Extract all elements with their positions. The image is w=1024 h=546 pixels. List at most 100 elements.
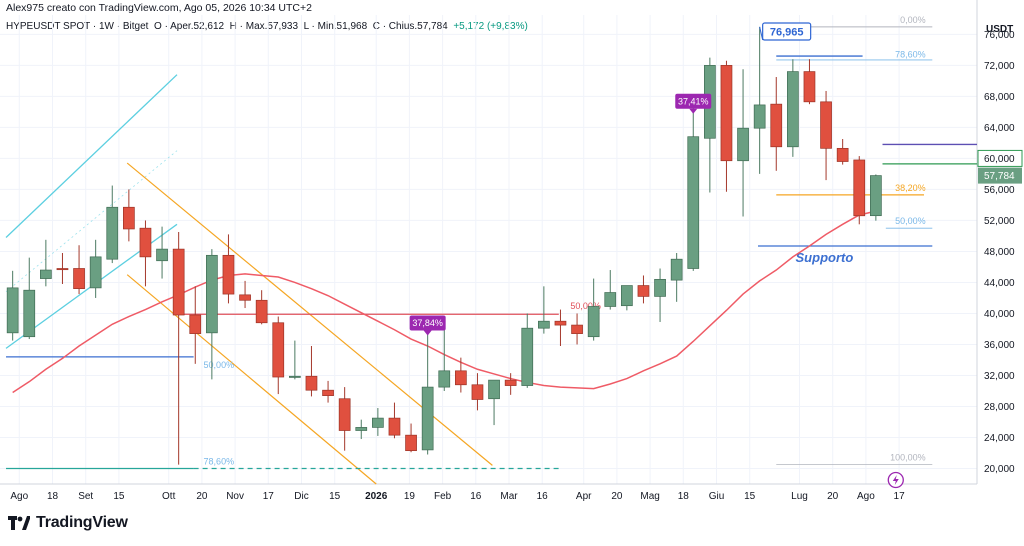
x-tick-label: Apr: [576, 491, 592, 502]
candle-body: [604, 292, 617, 307]
x-tick-label: 16: [537, 491, 549, 502]
candle-body: [322, 389, 334, 396]
low-value: L · Min.51,968: [303, 21, 368, 32]
candle-body: [538, 320, 550, 329]
x-tick-label: 15: [113, 491, 125, 502]
y-tick-label: 44,000: [984, 278, 1015, 289]
y-tick-label: 32,000: [984, 371, 1015, 382]
candle-body: [123, 206, 135, 230]
candle-body: [787, 71, 799, 148]
y-tick-label: 40,000: [984, 309, 1015, 320]
x-tick-label: 20: [196, 491, 208, 502]
candle-body: [820, 101, 832, 149]
candle-body: [222, 254, 235, 295]
candle-body: [571, 324, 583, 334]
candle-body: [687, 136, 700, 269]
candle-body: [289, 375, 301, 378]
last-price-box: [978, 167, 1022, 184]
x-tick-label: 2026: [365, 491, 388, 502]
fib-label-left: 50,00%: [204, 360, 235, 370]
candle-body: [6, 287, 19, 334]
candle-body: [421, 386, 434, 451]
candle-body: [305, 375, 318, 391]
fib-label-right: 100,00%: [890, 453, 926, 463]
x-tick-label: Ago: [10, 491, 28, 502]
candle-body: [836, 147, 849, 162]
x-tick-label: Feb: [434, 491, 452, 502]
candle-body: [521, 327, 534, 386]
chart-credit-header: Alex975 creato con TradingView.com, Ago …: [6, 2, 312, 14]
candle-body: [388, 417, 401, 436]
close-value: C · Chius.57,784: [372, 21, 448, 32]
tradingview-logo-icon: [8, 516, 30, 530]
candle-body: [73, 268, 85, 289]
candle-body: [272, 322, 285, 378]
candle-body: [504, 379, 517, 386]
candle-body: [654, 278, 666, 297]
y-tick-label: 20,000: [984, 464, 1015, 475]
percent-callout-pointer: [689, 108, 698, 114]
percent-callout-text: 37,84%: [412, 318, 443, 328]
candle-body: [338, 398, 351, 431]
y-tick-label: 24,000: [984, 433, 1015, 444]
price-marker-label: 60,000: [984, 154, 1015, 165]
peak-callout-pointer: [759, 26, 764, 41]
candle-body: [870, 175, 882, 217]
y-tick-label: 56,000: [984, 185, 1015, 196]
x-tick-label: Set: [78, 491, 93, 502]
resistance-label: 50,00%: [570, 301, 601, 311]
peak-callout-text: 76,965: [770, 27, 804, 39]
candle-body: [455, 370, 467, 386]
peak-callout-box: [762, 22, 812, 41]
change-value: +5,172 (+9,83%): [453, 21, 528, 32]
brand-name: TradingView: [36, 514, 128, 531]
x-tick-label: 18: [678, 491, 690, 502]
y-tick-label: 76,000: [984, 30, 1015, 41]
y-tick-label: 52,000: [984, 216, 1015, 227]
x-tick-label: 16: [470, 491, 482, 502]
candle-body: [488, 379, 500, 400]
candle-body: [853, 159, 866, 217]
support-label: Supporto: [796, 250, 854, 265]
candle-body: [587, 306, 600, 338]
fib-label-left: 78,60%: [204, 456, 235, 466]
percent-callout-box: [409, 315, 446, 331]
channel-upper-line: [5, 74, 178, 238]
candle-body: [89, 256, 102, 289]
candle-body: [637, 285, 650, 297]
candle-body: [56, 268, 69, 271]
candle-body: [670, 258, 683, 281]
candle-body: [471, 384, 484, 400]
symbol-name[interactable]: HYPEUSDT SPOT · 1W · Bitget: [6, 21, 149, 32]
fib-label-right: 38,20%: [895, 183, 926, 193]
candle-body: [405, 434, 417, 452]
lightning-icon-glyph: [892, 475, 899, 485]
x-tick-label: 19: [404, 491, 416, 502]
x-tick-label: 17: [263, 491, 275, 502]
fib-label-right: 0,00%: [900, 15, 926, 25]
candle-body: [23, 289, 36, 338]
candle-body: [355, 427, 368, 431]
candle-body: [803, 71, 816, 103]
x-tick-label: Giu: [709, 491, 725, 502]
candle-body: [372, 417, 384, 428]
price-marker-box: [977, 149, 1023, 167]
percent-callout-text: 37,41%: [678, 96, 709, 106]
candle-body: [172, 248, 185, 316]
x-tick-label: 20: [611, 491, 623, 502]
channel-mid-line: [5, 150, 178, 293]
candle-body: [770, 103, 783, 148]
y-tick-label: 48,000: [984, 247, 1015, 258]
x-tick-label: Lug: [791, 491, 808, 502]
x-tick-label: 17: [894, 491, 906, 502]
x-tick-label: Ago: [857, 491, 875, 502]
percent-callout: 37,84%: [409, 315, 446, 336]
x-tick-label: Mar: [500, 491, 518, 502]
candle-body: [189, 314, 202, 334]
y-axis-unit-label: USDT: [986, 24, 1013, 35]
fib-label-right: 50,00%: [895, 216, 926, 226]
candle-body: [753, 104, 766, 129]
candle-body: [720, 65, 733, 162]
y-tick-label: 72,000: [984, 61, 1015, 72]
